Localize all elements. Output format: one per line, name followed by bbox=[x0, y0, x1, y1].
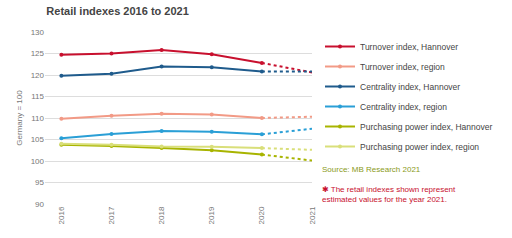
svg-text:Turnover index, region: Turnover index, region bbox=[360, 62, 445, 72]
svg-text:130: 130 bbox=[31, 28, 45, 37]
svg-text:2017: 2017 bbox=[107, 206, 116, 224]
svg-text:Turnover index, Hannover: Turnover index, Hannover bbox=[360, 42, 458, 52]
svg-text:2016: 2016 bbox=[57, 206, 66, 224]
svg-text:Retail indexes 2016 to 2021: Retail indexes 2016 to 2021 bbox=[46, 5, 188, 17]
svg-text:110: 110 bbox=[31, 114, 44, 123]
svg-text:2019: 2019 bbox=[207, 206, 216, 224]
svg-text:105: 105 bbox=[31, 135, 45, 144]
svg-text:Purchasing power index, region: Purchasing power index, region bbox=[360, 142, 479, 152]
svg-text:120: 120 bbox=[31, 71, 45, 80]
svg-text:100: 100 bbox=[31, 157, 45, 166]
svg-text:115: 115 bbox=[31, 92, 44, 101]
svg-text:Source: MB Research 2021: Source: MB Research 2021 bbox=[322, 165, 421, 174]
svg-text:95: 95 bbox=[35, 178, 44, 187]
svg-text:Centrality index, region: Centrality index, region bbox=[360, 102, 447, 112]
svg-text:Purchasing power index, Hannov: Purchasing power index, Hannover bbox=[360, 122, 492, 132]
svg-text:2018: 2018 bbox=[157, 206, 166, 224]
svg-text:Centrality index, Hannover: Centrality index, Hannover bbox=[360, 82, 460, 92]
svg-text:125: 125 bbox=[31, 49, 45, 58]
svg-text:2021: 2021 bbox=[308, 206, 317, 224]
svg-text:Germany = 100: Germany = 100 bbox=[15, 90, 24, 146]
svg-text:90: 90 bbox=[35, 200, 44, 209]
svg-text:2020: 2020 bbox=[257, 206, 266, 224]
svg-text:✱ The retail indexes shown rep: ✱ The retail indexes shown representesti… bbox=[322, 185, 456, 204]
